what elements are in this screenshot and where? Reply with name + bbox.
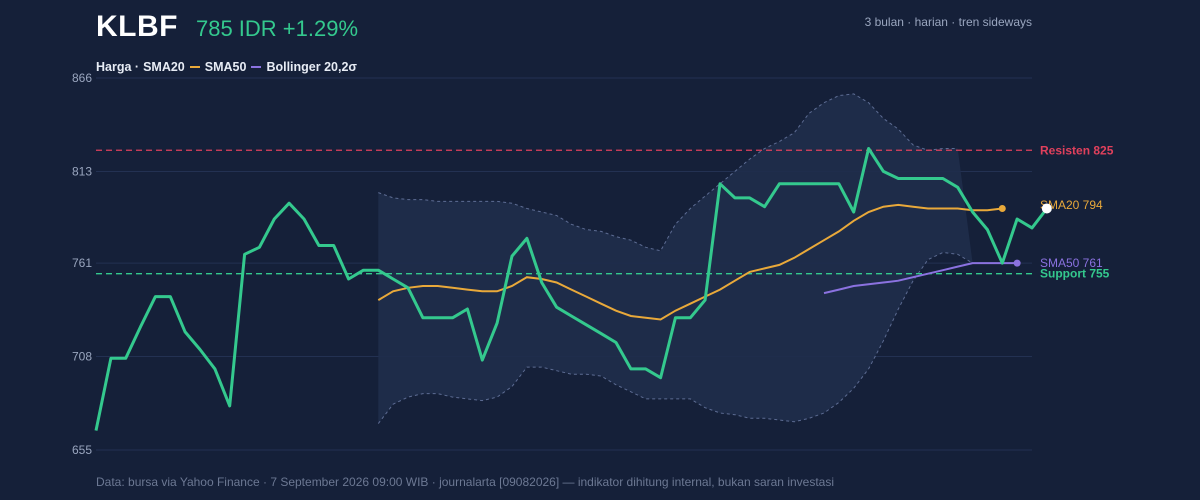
ticker-symbol: KLBF <box>96 10 178 43</box>
legend-sma20-swatch <box>189 66 200 68</box>
legend-sma20: SMA20 <box>143 60 185 74</box>
last-price-marker <box>1041 203 1052 214</box>
y-tick-label: 866 <box>72 71 92 85</box>
price-line <box>94 147 1049 431</box>
y-tick-label: 708 <box>72 350 92 364</box>
legend-sma50-swatch <box>251 66 262 68</box>
support-label: Support 755 <box>1040 267 1110 281</box>
y-tick-label: 813 <box>72 164 92 178</box>
legend-bollinger: Bollinger 20,2σ <box>266 60 357 74</box>
chart-footer: Data: bursa via Yahoo Finance · 7 Septem… <box>96 475 834 489</box>
resistance-label: Resisten 825 <box>1040 143 1114 157</box>
chart-subtitle: 3 bulan · harian · tren sideways <box>864 15 1032 29</box>
price-change: 785 IDR +1.29% <box>195 16 359 41</box>
sma50-line <box>823 262 1018 295</box>
sma20-end-marker <box>998 204 1006 212</box>
sma20-line <box>377 203 1003 321</box>
legend-price: Harga · <box>96 60 140 74</box>
y-tick-label: 655 <box>72 443 92 457</box>
legend-sma50: SMA50 <box>204 60 247 74</box>
sma20-end-label: SMA20 794 <box>1040 198 1103 212</box>
chart-legend: Harga · SMA20 SMA50 Bollinger 20,2σ <box>96 60 357 74</box>
chart-header: KLBF 785 IDR +1.29% <box>96 10 358 44</box>
y-tick-label: 761 <box>72 256 92 270</box>
sma50-end-label: SMA50 761 <box>1040 256 1103 270</box>
bollinger-band <box>378 93 973 424</box>
sma50-end-marker <box>1013 259 1021 267</box>
bollinger-upper-line <box>378 93 958 252</box>
